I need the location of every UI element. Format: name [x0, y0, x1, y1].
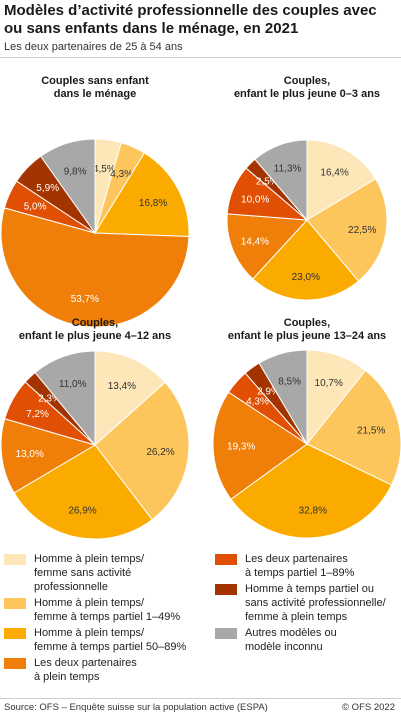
pie-label-1-7: 9,8% — [64, 166, 87, 177]
pie-label-3-4: 13,0% — [16, 449, 44, 460]
pie-label-2-1: 16,4% — [320, 167, 348, 178]
pie-label-3-3: 26,9% — [68, 506, 96, 517]
pie-label-1-2: 4,3% — [110, 169, 133, 180]
pie-label-2-4: 14,4% — [241, 237, 269, 248]
pie-slice-3-7 — [34, 350, 96, 447]
pie-label-4-5: 4,3% — [246, 397, 269, 408]
pie-charts-area: Couples sans enfant dans le ménage4,5%4,3… — [0, 75, 401, 540]
pie-label-3-5: 7,2% — [26, 409, 49, 420]
pie-chart-4: Couples, enfant le plus jeune 13–24 ans 10… — [212, 317, 401, 539]
pie-slice-2-1 — [306, 139, 377, 221]
pie-label-4-7: 8,5% — [278, 377, 301, 388]
pie-label-2-5: 10,0% — [241, 195, 269, 206]
pie-label-2-6: 2,5% — [256, 177, 279, 188]
pie-label-4-1: 10,7% — [315, 378, 343, 389]
chart-title: Modèles d’activité professionnelle des c… — [4, 2, 377, 37]
source-note: Source: OFS – Enquête suisse sur la popu… — [4, 702, 268, 713]
pie-slice-4-2 — [306, 369, 401, 486]
pie-title-4: Couples, enfant le plus jeune 13–24 ans — [228, 317, 386, 342]
pie-slice-2-7 — [254, 139, 308, 222]
pie-chart-2: Couples, enfant le plus jeune 0–3 ans 16,4… — [226, 75, 388, 301]
legend-item-2: Homme à plein temps/ femme à temps parti… — [4, 596, 180, 624]
pie-slice-2-3 — [252, 219, 360, 301]
legend-swatch-2 — [4, 598, 26, 609]
legend-label-5: Les deux partenaires à temps partiel 1–8… — [245, 553, 355, 579]
pie-slice-3-3 — [13, 444, 153, 540]
pie-slice-3-4 — [0, 418, 97, 494]
legend-swatch-7 — [215, 628, 237, 639]
legend-item-7: Autres modèles ou modèle inconnu — [215, 626, 337, 654]
pie-label-2-3: 23,0% — [292, 272, 320, 283]
pie-slice-1-7 — [40, 138, 96, 235]
legend-label-2: Homme à plein temps/ femme à temps parti… — [34, 597, 181, 623]
pie-label-3-1: 13,4% — [108, 381, 136, 392]
pie-label-4-3: 32,8% — [299, 506, 327, 517]
legend: Homme à plein temps/ femme sans activité… — [0, 546, 401, 696]
legend-item-4: Les deux partenaires à plein temps — [4, 656, 137, 684]
pie-title-1: Couples sans enfant dans le ménage — [41, 75, 149, 100]
pie-slice-1-4 — [0, 207, 190, 328]
pie-slice-3-1 — [94, 350, 166, 447]
legend-item-5: Les deux partenaires à temps partiel 1–8… — [215, 552, 354, 580]
pie-label-2-2: 22,5% — [348, 225, 376, 236]
pie-title-3: Couples, enfant le plus jeune 4–12 ans — [19, 317, 171, 342]
pie-label-3-7: 11,0% — [59, 379, 87, 390]
copyright-credit: © OFS 2022 — [342, 702, 395, 713]
pie-label-4-4: 19,3% — [227, 441, 255, 452]
pie-slice-2-2 — [306, 178, 388, 282]
pie-label-3-6: 2,3% — [38, 394, 61, 405]
pie-slice-3-2 — [94, 381, 190, 521]
pie-label-3-2: 26,2% — [146, 447, 174, 458]
legend-label-3: Homme à plein temps/ femme à temps parti… — [34, 627, 187, 653]
pie-label-1-3: 16,8% — [139, 198, 167, 209]
legend-label-6: Homme à temps partiel ou sans activité p… — [245, 583, 386, 623]
legend-swatch-1 — [4, 554, 26, 565]
pie-slice-4-4 — [212, 391, 308, 500]
legend-swatch-6 — [215, 584, 237, 595]
pie-slice-4-7 — [258, 349, 308, 446]
pie-label-4-6: 2,9% — [257, 387, 280, 398]
pie-slice-4-3 — [230, 443, 393, 539]
pie-label-1-4: 53,7% — [71, 294, 99, 305]
legend-label-4: Les deux partenaires à plein temps — [34, 657, 137, 683]
pie-label-1-5: 5,0% — [24, 202, 47, 213]
legend-item-3: Homme à plein temps/ femme à temps parti… — [4, 626, 186, 654]
legend-swatch-4 — [4, 658, 26, 669]
footer-divider — [0, 698, 401, 699]
legend-swatch-5 — [215, 554, 237, 565]
legend-label-7: Autres modèles ou modèle inconnu — [245, 627, 337, 653]
pie-label-1-1: 4,5% — [93, 164, 116, 175]
header-divider — [0, 57, 401, 58]
pie-label-1-6: 5,9% — [36, 183, 59, 194]
legend-swatch-3 — [4, 628, 26, 639]
pie-label-2-7: 11,3% — [274, 164, 302, 175]
pie-slice-2-4 — [226, 213, 309, 280]
legend-item-1: Homme à plein temps/ femme sans activité… — [4, 552, 144, 594]
pie-slice-1-3 — [94, 152, 190, 238]
pie-label-4-2: 21,5% — [357, 425, 385, 436]
chart-subtitle: Les deux partenaires de 25 à 54 ans — [4, 41, 183, 53]
pie-title-2: Couples, enfant le plus jeune 0–3 ans — [234, 75, 380, 100]
legend-item-6: Homme à temps partiel ou sans activité p… — [215, 582, 386, 624]
legend-label-1: Homme à plein temps/ femme sans activité… — [34, 553, 145, 593]
pie-chart-3: Couples, enfant le plus jeune 4–12 ans 13,… — [0, 317, 190, 540]
pie-chart-1: Couples sans enfant dans le ménage 4,5%4,3… — [0, 75, 190, 328]
